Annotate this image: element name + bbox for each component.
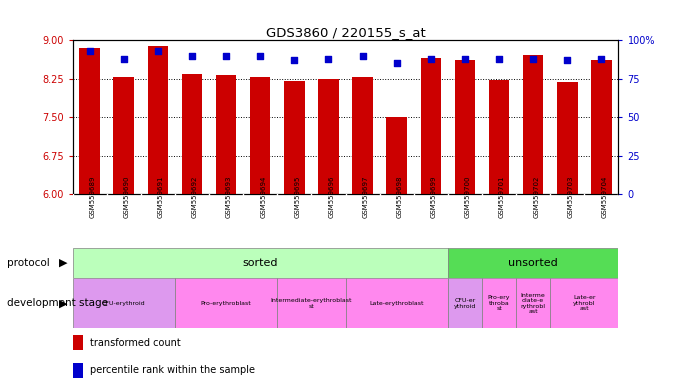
Point [255,53,266,59]
Point [391,60,402,66]
Bar [216,74,236,194]
Point [596,56,607,62]
Point [323,56,334,62]
Text: GSM559696: GSM559696 [328,175,334,218]
Point [528,56,539,62]
Text: GSM559690: GSM559690 [124,175,130,218]
Bar [113,77,134,194]
Text: GSM559691: GSM559691 [158,175,164,218]
Text: GSM559702: GSM559702 [533,175,539,218]
Bar [489,80,509,194]
Point [84,48,95,54]
Text: ▶: ▶ [59,298,68,308]
Bar [284,81,305,194]
Bar [386,117,407,194]
Text: Intermediate-erythroblast
st: Intermediate-erythroblast st [271,298,352,309]
Bar [318,79,339,194]
Text: ▶: ▶ [59,258,68,268]
Text: Interme
diate-e
rythrobl
ast: Interme diate-e rythrobl ast [520,293,546,314]
Title: GDS3860 / 220155_s_at: GDS3860 / 220155_s_at [265,26,426,39]
Text: CFU-erythroid: CFU-erythroid [102,301,146,306]
Bar [250,77,270,194]
Bar [448,278,482,328]
Text: protocol: protocol [7,258,50,268]
Text: GSM559692: GSM559692 [192,175,198,218]
Text: GSM559694: GSM559694 [261,175,266,218]
Bar [557,82,578,194]
Text: sorted: sorted [243,258,278,268]
Text: Late-erythroblast: Late-erythroblast [370,301,424,306]
Text: unsorted: unsorted [509,258,558,268]
Bar [182,74,202,194]
Point [220,53,231,59]
Bar [591,60,612,194]
Text: GSM559697: GSM559697 [363,175,368,218]
Bar [175,278,277,328]
Text: GSM559693: GSM559693 [226,175,232,218]
Point [289,57,300,63]
Text: development stage: development stage [7,298,108,308]
Text: GSM559700: GSM559700 [465,175,471,218]
Text: Pro-erythroblast: Pro-erythroblast [200,301,252,306]
Text: transformed count: transformed count [90,338,180,348]
Bar [550,278,618,328]
Text: GSM559701: GSM559701 [499,175,505,218]
Bar [448,248,618,278]
Bar [523,55,543,194]
Bar [73,248,448,278]
Bar [421,58,441,194]
Point [118,56,129,62]
Text: GSM559698: GSM559698 [397,175,403,218]
Point [493,56,504,62]
Bar [346,278,448,328]
Text: GSM559699: GSM559699 [430,175,437,218]
Point [425,56,436,62]
Point [460,56,471,62]
Point [152,48,163,54]
Text: GSM559695: GSM559695 [294,175,301,218]
Bar [73,362,83,378]
Text: GSM559703: GSM559703 [567,175,574,218]
Bar [455,60,475,194]
Bar [73,278,175,328]
Bar [352,77,373,194]
Bar [482,278,516,328]
Text: percentile rank within the sample: percentile rank within the sample [90,365,255,375]
Text: GSM559704: GSM559704 [601,175,607,218]
Point [562,57,573,63]
Text: GSM559689: GSM559689 [90,175,95,218]
Bar [73,335,83,350]
Text: CFU-er
ythroid: CFU-er ythroid [454,298,476,309]
Text: Late-er
ythrobl
ast: Late-er ythrobl ast [573,295,596,311]
Bar [277,278,346,328]
Point [187,53,198,59]
Text: Pro-ery
throba
st: Pro-ery throba st [488,295,510,311]
Point [357,53,368,59]
Bar [516,278,550,328]
Bar [148,46,168,194]
Bar [79,48,100,194]
